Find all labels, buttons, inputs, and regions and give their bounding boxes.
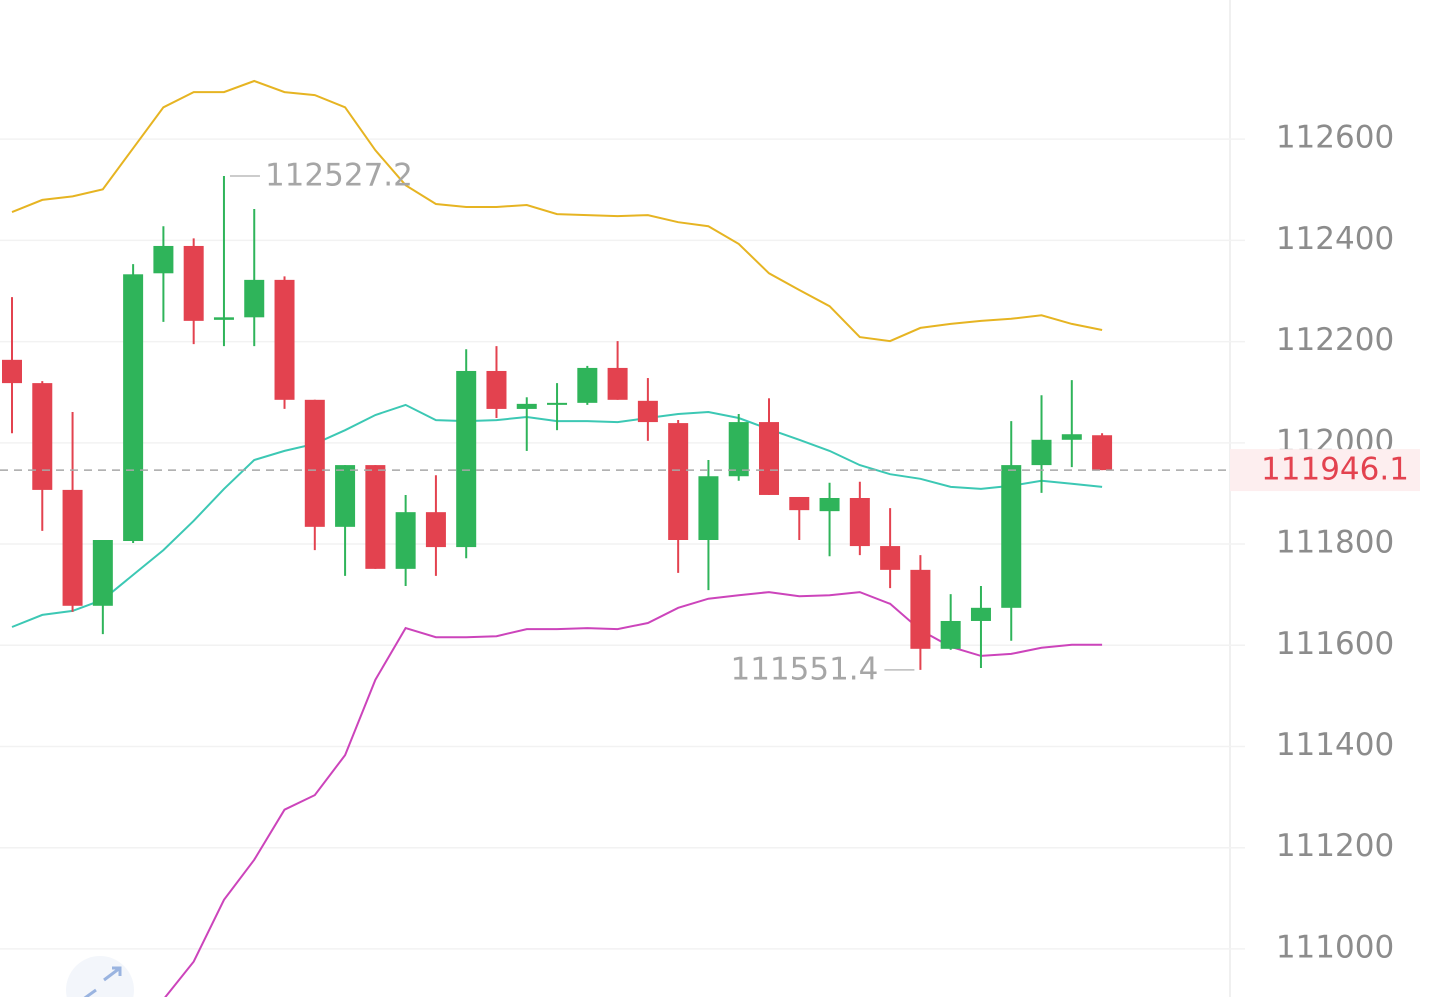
candle-body xyxy=(668,423,689,540)
candle-body xyxy=(637,400,658,423)
candle-body xyxy=(213,317,234,320)
y-tick-label: 111000 xyxy=(1276,929,1394,965)
y-tick-label: 111600 xyxy=(1276,626,1394,662)
candle-body xyxy=(123,274,144,542)
candle-body xyxy=(335,465,356,527)
candles xyxy=(2,176,1113,670)
candle-body xyxy=(486,370,507,409)
y-tick-label: 111800 xyxy=(1276,525,1394,561)
candle-body xyxy=(940,620,961,649)
band-line xyxy=(164,591,1103,997)
candle-body xyxy=(456,370,477,548)
candle-body xyxy=(1092,435,1113,471)
candle-body xyxy=(274,279,295,400)
bands xyxy=(11,79,1103,997)
candle-body xyxy=(607,367,628,400)
candle-body xyxy=(244,279,265,318)
y-tick-label: 111200 xyxy=(1276,828,1394,864)
candle-body xyxy=(1001,465,1022,608)
candle-body xyxy=(365,465,386,569)
max-label: 112527.2 xyxy=(265,158,413,194)
candle-body xyxy=(849,497,870,547)
last-price-box xyxy=(1230,449,1420,492)
candle-body xyxy=(789,496,810,511)
band-line xyxy=(11,403,1103,628)
y-tick-label: 111400 xyxy=(1276,727,1394,763)
candle-body xyxy=(2,359,22,384)
candle-body xyxy=(759,422,779,495)
candle-body xyxy=(395,512,416,569)
candle-body xyxy=(819,497,840,512)
candle-body xyxy=(880,546,901,570)
expand-button[interactable] xyxy=(66,956,134,997)
candle-body xyxy=(910,569,931,649)
candle-body xyxy=(1031,439,1052,466)
candle-body xyxy=(92,539,113,606)
candle-body xyxy=(32,383,53,490)
candle-body xyxy=(425,512,446,548)
candle-body xyxy=(62,489,83,606)
candle-body xyxy=(970,607,991,621)
candle-body xyxy=(577,367,598,403)
y-tick-label: 112600 xyxy=(1276,120,1394,156)
candle-body xyxy=(1061,434,1082,440)
candle-body xyxy=(698,476,719,540)
candle-body xyxy=(304,399,325,527)
candle-body xyxy=(153,245,174,274)
y-tick-label: 112200 xyxy=(1276,322,1394,358)
candle-body xyxy=(183,245,204,321)
grid: 1110001112001114001116001118001120001122… xyxy=(0,120,1394,965)
last-price-label: 111946.1 xyxy=(1261,452,1409,488)
candle-body xyxy=(516,403,537,409)
labels: 112527.2 111551.4 111946.1 xyxy=(0,158,1420,687)
min-label: 111551.4 xyxy=(730,651,878,687)
candle-body xyxy=(728,422,749,477)
candle-body xyxy=(547,402,568,405)
band-line xyxy=(11,79,1103,343)
y-tick-label: 112400 xyxy=(1276,221,1394,257)
